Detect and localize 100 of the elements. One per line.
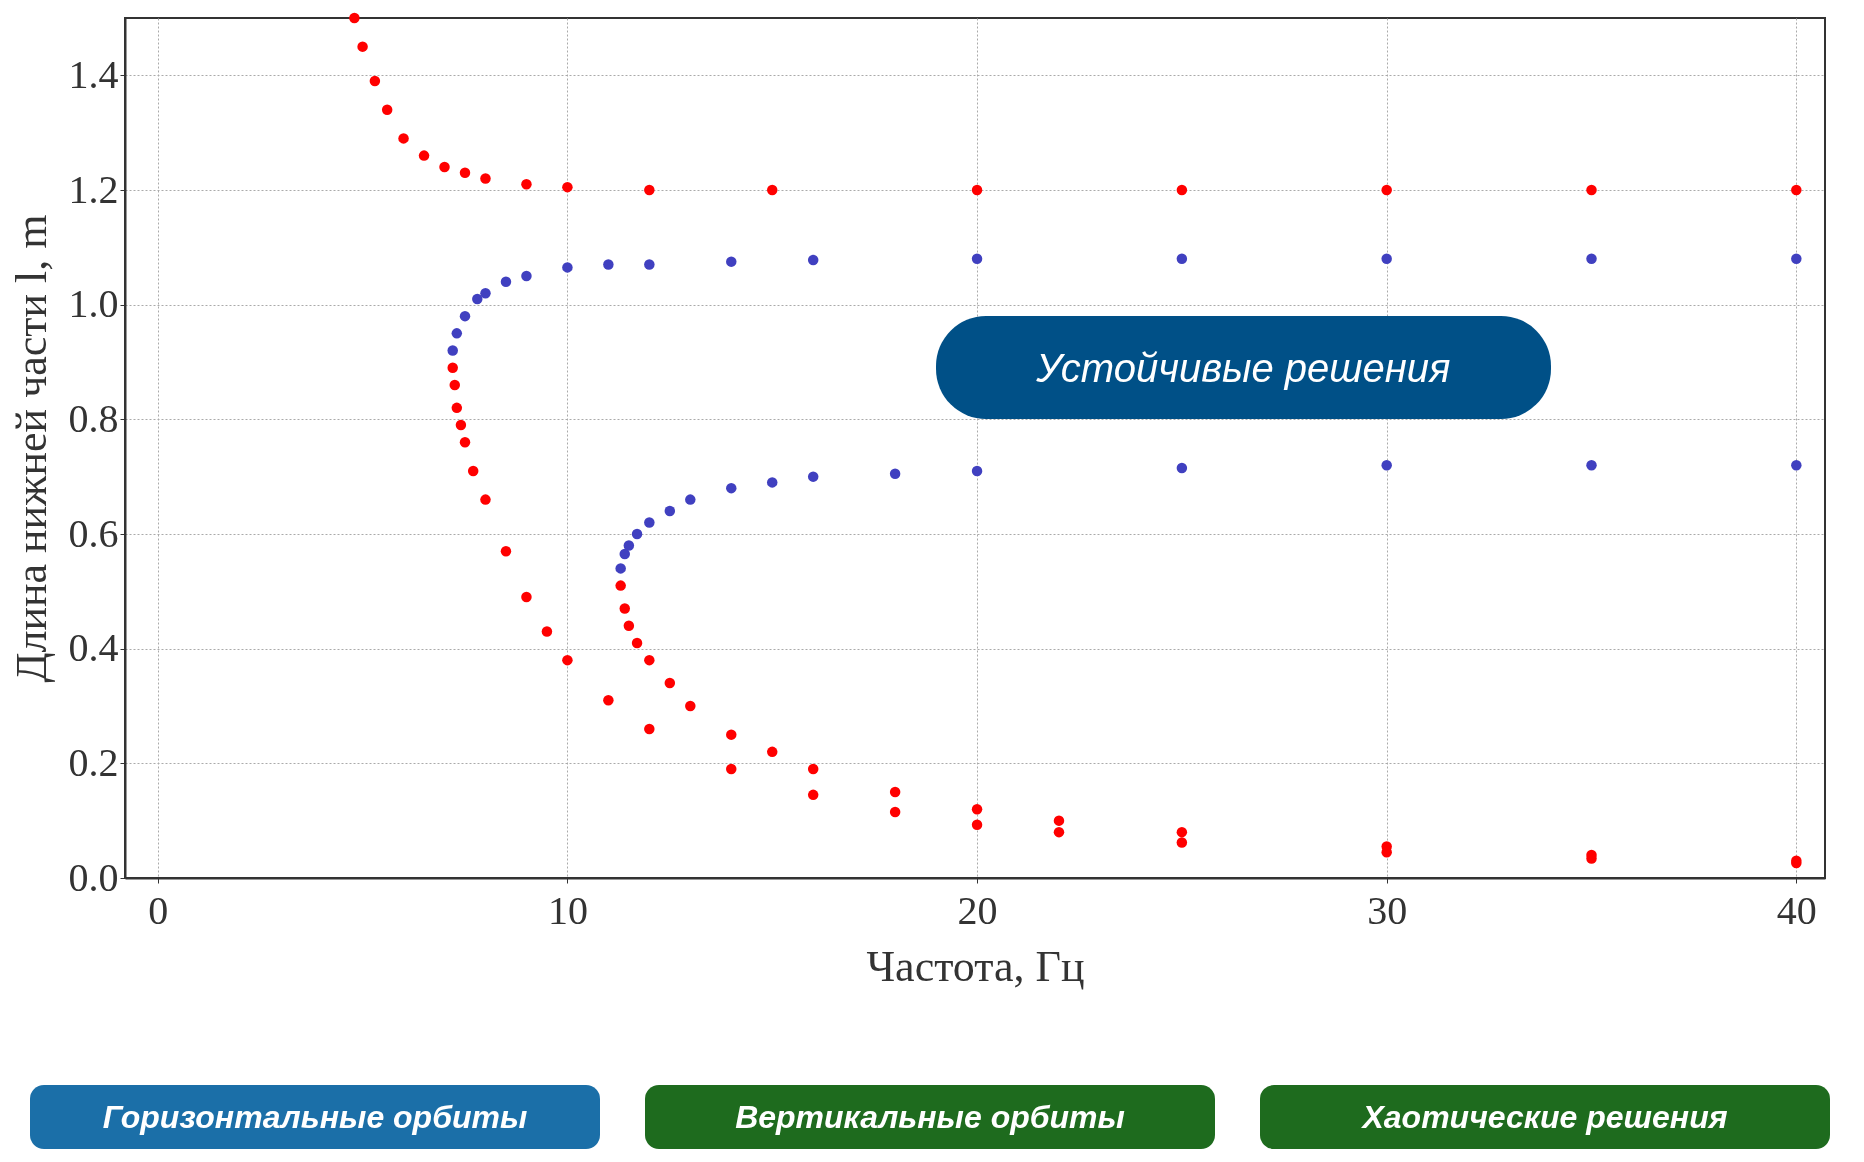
point <box>1176 837 1188 848</box>
point <box>451 328 463 339</box>
point <box>807 254 819 266</box>
point <box>807 789 819 801</box>
point <box>644 723 655 735</box>
point <box>439 161 450 173</box>
point <box>1381 459 1392 471</box>
point <box>664 505 676 517</box>
point <box>449 379 460 391</box>
point <box>971 465 983 477</box>
y-tick-label: 0.4 <box>68 625 119 671</box>
x-tick-label: 30 <box>1367 887 1408 933</box>
point <box>480 287 491 299</box>
point <box>623 620 635 631</box>
point <box>1791 459 1802 471</box>
y-tick-label: 0.0 <box>68 854 119 900</box>
point <box>521 270 532 282</box>
point <box>726 729 737 740</box>
point <box>766 477 778 488</box>
point <box>1586 184 1597 196</box>
point <box>971 819 983 830</box>
point <box>664 677 676 689</box>
point <box>472 293 483 305</box>
point <box>541 626 553 637</box>
point <box>459 167 471 179</box>
point <box>1053 815 1065 826</box>
point <box>418 150 430 161</box>
point <box>480 173 491 184</box>
point <box>562 181 573 193</box>
y-tick-label: 0.6 <box>68 510 119 556</box>
point <box>521 179 532 190</box>
point <box>349 12 360 24</box>
point <box>615 563 626 574</box>
point <box>889 806 901 818</box>
label-button: Вертикальные орбиты <box>645 1085 1215 1149</box>
point <box>500 276 512 287</box>
point <box>1791 253 1802 265</box>
point <box>1381 253 1392 265</box>
point <box>1586 459 1597 471</box>
point <box>623 540 635 551</box>
y-tick-label: 1.4 <box>68 51 119 97</box>
point <box>726 256 737 267</box>
point <box>451 402 463 414</box>
point <box>685 700 696 712</box>
x-tick-label: 0 <box>148 887 169 933</box>
y-tick-label: 0.8 <box>68 395 119 441</box>
y-tick-label: 1.0 <box>68 281 119 327</box>
point <box>631 637 643 649</box>
point <box>889 468 901 480</box>
point <box>644 184 655 196</box>
point <box>971 184 983 196</box>
point <box>685 494 696 505</box>
point <box>1791 184 1802 196</box>
rounded-label-box: Устойчивые решения <box>936 316 1551 420</box>
point <box>619 548 630 560</box>
point <box>357 41 368 52</box>
x-tick-label: 20 <box>957 887 998 933</box>
point <box>603 695 614 706</box>
point <box>480 494 491 505</box>
x-tick-label: 10 <box>547 887 588 933</box>
point <box>644 517 655 528</box>
point <box>562 262 573 273</box>
point <box>459 310 471 322</box>
y-tick-label: 1.2 <box>68 166 119 212</box>
point <box>807 471 819 482</box>
point <box>1176 184 1188 196</box>
point <box>766 746 778 758</box>
point <box>447 345 458 356</box>
point <box>467 465 479 477</box>
point <box>1176 253 1188 265</box>
point <box>381 104 393 115</box>
point <box>1053 826 1065 838</box>
point <box>455 419 467 431</box>
point <box>603 259 614 270</box>
point <box>459 437 471 448</box>
point <box>1176 462 1188 474</box>
point <box>562 654 573 666</box>
point <box>369 75 381 87</box>
point <box>1176 826 1188 838</box>
point <box>398 133 409 144</box>
point <box>447 362 458 373</box>
label-button: Горизонтальные орбиты <box>30 1085 600 1149</box>
point <box>619 603 630 614</box>
point <box>971 803 983 815</box>
point <box>1381 184 1392 196</box>
y-tick-label: 0.2 <box>68 739 119 785</box>
point <box>500 545 512 557</box>
point <box>971 253 983 265</box>
label-button: Хаотические решения <box>1260 1085 1830 1149</box>
point <box>615 580 626 591</box>
point <box>644 654 655 666</box>
point <box>521 591 532 603</box>
x-tick-label: 40 <box>1776 887 1817 933</box>
point <box>631 528 643 540</box>
x-axis-title: Частота, Гц <box>866 941 1085 991</box>
point <box>807 763 819 775</box>
point <box>644 259 655 270</box>
y-axis-title: Длина нижней части l, m <box>6 214 56 683</box>
point <box>766 184 778 196</box>
point <box>1586 253 1597 265</box>
